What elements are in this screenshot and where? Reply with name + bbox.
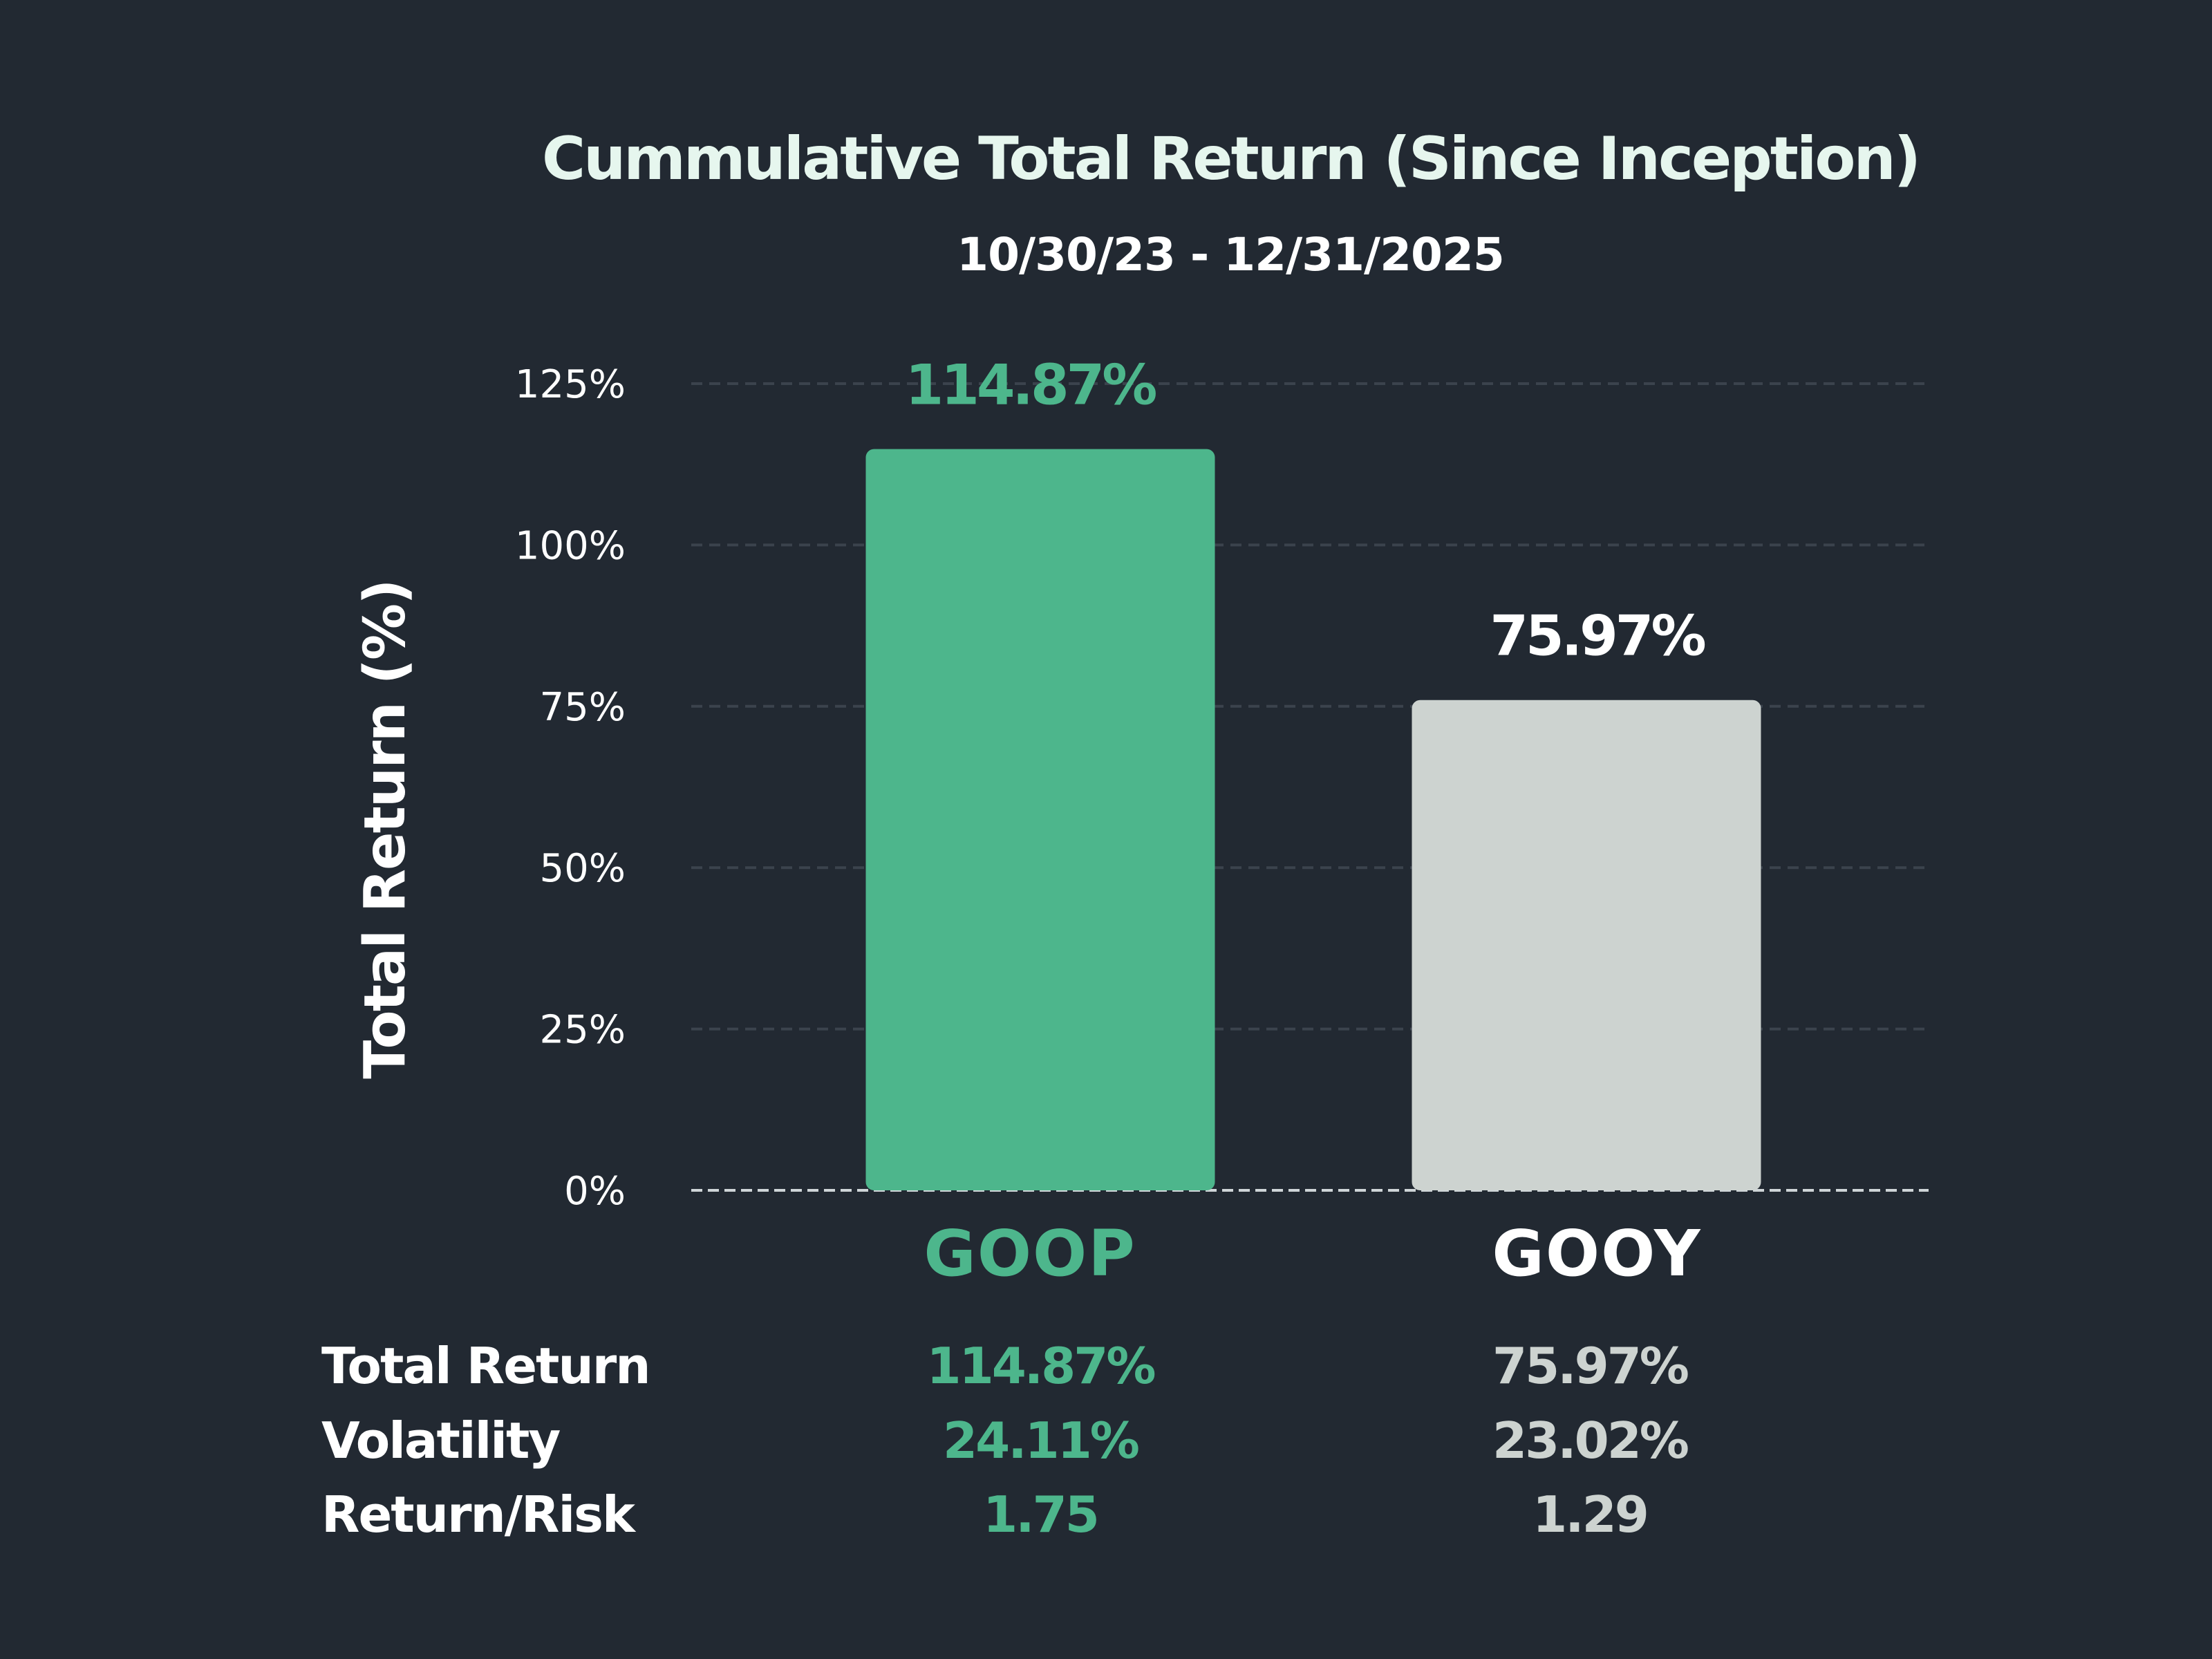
y-tick-label: 125% — [515, 362, 626, 407]
goop-total-return: 114.87% — [926, 1337, 1156, 1395]
x-tick-label-gooy: GOOY — [1492, 1217, 1701, 1291]
chart-subtitle: 10/30/23 - 12/31/2025 — [957, 228, 1505, 281]
y-tick-label: 100% — [515, 523, 626, 568]
bar-gooy — [1412, 700, 1761, 1190]
bar-value-label: 114.87% — [906, 353, 1156, 418]
bar-goop — [865, 449, 1215, 1190]
bar-value-label: 75.97% — [1490, 604, 1705, 668]
gooy-return-risk: 1.29 — [1533, 1485, 1649, 1544]
y-tick-label: 25% — [540, 1008, 626, 1053]
goop-volatility: 24.11% — [943, 1412, 1140, 1470]
chart-title: Cummulative Total Return (Since Inceptio… — [541, 124, 1921, 194]
y-tick-labels: 0% 25% 50% 75% 100% 125% — [515, 362, 626, 1214]
bars — [865, 449, 1761, 1190]
stat-label-return-risk: Return/Risk — [321, 1485, 635, 1544]
y-axis-label: Total Return (%) — [353, 580, 418, 1078]
stat-label-volatility: Volatility — [321, 1412, 561, 1470]
y-tick-label: 50% — [540, 846, 626, 891]
bar-value-labels: 114.87% 75.97% — [906, 353, 1708, 668]
gooy-total-return: 75.97% — [1492, 1337, 1689, 1395]
x-tick-label-goop: GOOP — [924, 1217, 1136, 1291]
goop-return-risk: 1.75 — [983, 1485, 1100, 1544]
y-tick-label: 75% — [540, 685, 626, 730]
y-tick-label: 0% — [564, 1169, 626, 1214]
stat-label-total-return: Total Return — [321, 1337, 650, 1395]
x-tick-labels: GOOP GOOY — [924, 1217, 1701, 1291]
gooy-volatility: 23.02% — [1492, 1412, 1689, 1470]
